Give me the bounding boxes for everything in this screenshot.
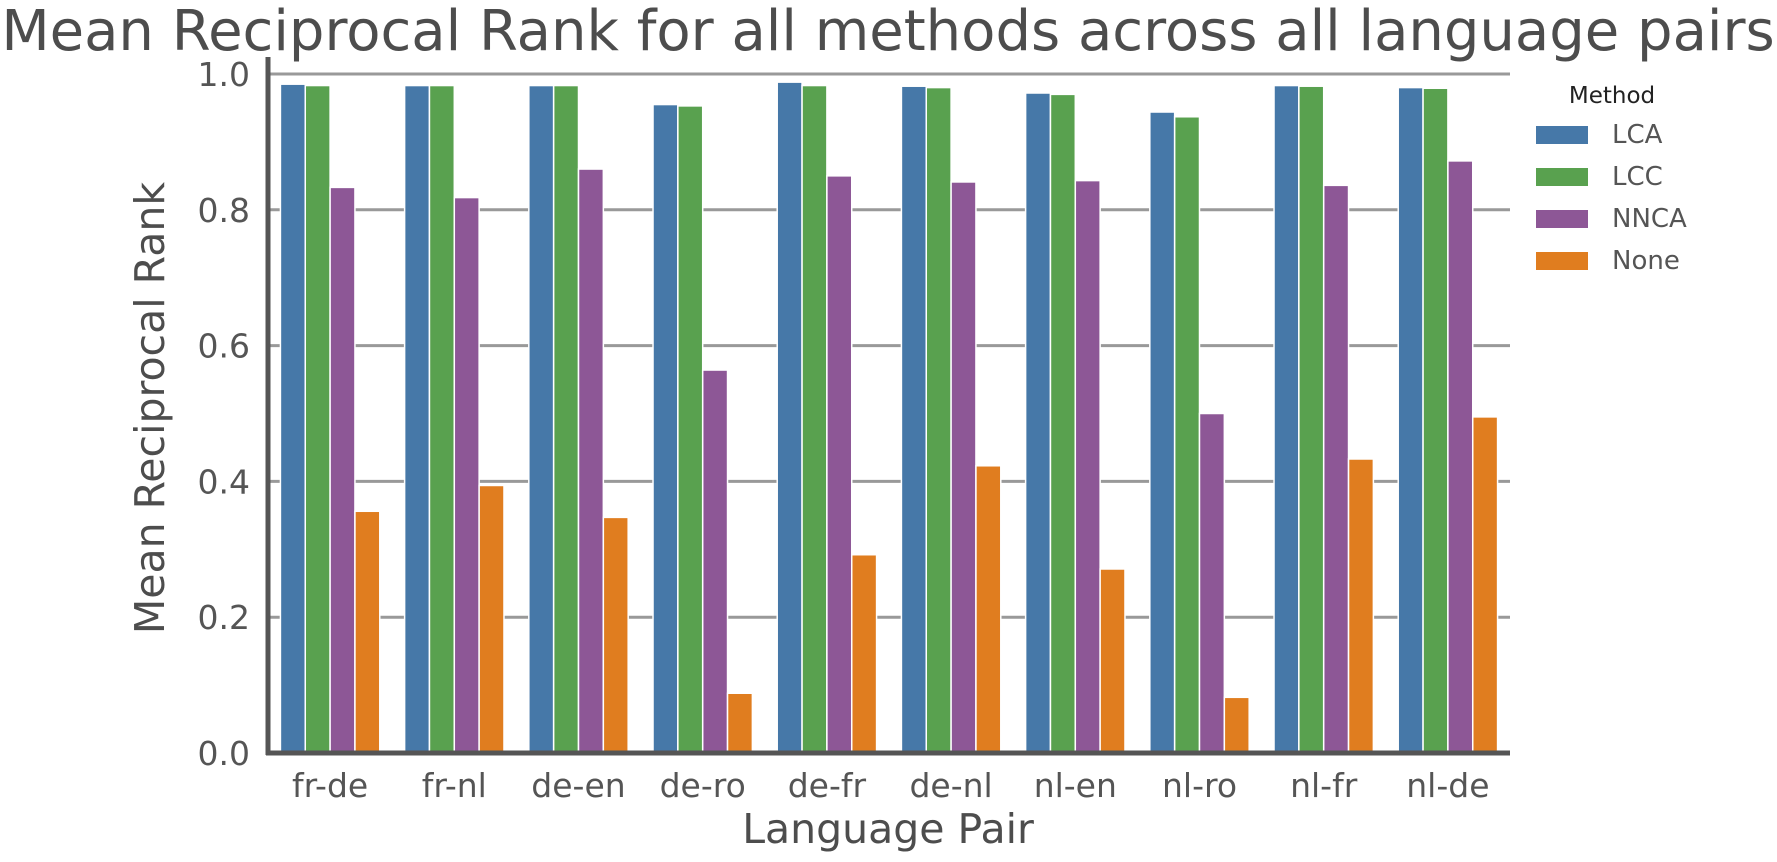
y-axis-label: Mean Reciprocal Rank [126,182,174,634]
bar-nnca-nl-en [1074,179,1101,754]
bar-none-de-ro [726,692,754,754]
x-tick-label: fr-nl [422,766,487,805]
legend-swatch [1536,210,1588,228]
bar-lca-nl-fr [1273,84,1300,754]
bar-nnca-fr-nl [453,196,480,754]
y-tick-label: 0.6 [198,327,250,366]
bar-lcc-de-en [552,84,580,754]
legend-label: LCA [1612,120,1663,150]
legend-item-nnca: NNCA [1536,204,1687,234]
bar-lca-fr-nl [403,84,431,754]
legend-item-lcc: LCC [1536,162,1663,192]
bar-none-nl-en [1099,568,1126,754]
bar-nnca-nl-de [1447,160,1474,754]
legend-item-lca: LCA [1536,120,1663,150]
legend-item-none: None [1536,246,1680,276]
bar-lcc-de-fr [801,84,828,754]
bar-none-nl-de [1471,416,1499,754]
x-tick-label: de-ro [660,766,746,805]
bar-lcc-de-nl [925,86,952,754]
y-tick-label: 0.8 [198,191,250,230]
bar-lcc-nl-ro [1173,116,1201,754]
bar-lca-nl-de [1397,86,1424,754]
y-tick-label: 0.2 [198,598,250,637]
bar-nnca-nl-fr [1322,184,1350,754]
bar-lca-de-fr [776,81,803,754]
bar-lca-nl-en [1024,92,1052,754]
legend-swatch [1536,252,1588,270]
bar-lca-fr-de [279,83,307,754]
legend-label: None [1612,246,1680,276]
chart-title: Mean Reciprocal Rank for all methods acr… [1,0,1774,64]
legend-swatch [1536,168,1588,186]
bar-none-fr-de [354,510,381,754]
bar-lcc-nl-en [1049,93,1077,754]
bar-lca-de-en [528,84,555,754]
bar-nnca-de-nl [950,181,977,754]
bar-none-nl-fr [1347,458,1375,754]
x-tick-label: fr-de [292,766,368,805]
y-tick-label: 0.0 [198,734,250,773]
legend: Method LCA LCC NNCA None [1536,83,1687,276]
x-tick-label: nl-ro [1162,766,1237,805]
bar-lcc-de-ro [677,105,704,754]
bar-nnca-de-en [577,168,605,754]
bar-none-de-fr [850,553,878,754]
bar-none-nl-ro [1223,696,1250,754]
bars [279,81,1499,754]
x-tick-label: de-fr [788,766,867,805]
bar-nnca-nl-ro [1198,412,1226,754]
bar-lcc-fr-de [304,84,331,754]
x-tick-label: de-nl [909,766,992,805]
bar-lcc-nl-fr [1298,85,1325,754]
bar-none-de-en [602,516,629,754]
bar-nnca-fr-de [329,186,356,754]
x-tick-label: nl-fr [1290,766,1358,805]
axes [265,57,1510,756]
bar-none-fr-nl [478,484,505,754]
x-tick-label: nl-en [1034,766,1117,805]
legend-swatch [1536,126,1588,144]
x-tick-label: nl-de [1406,766,1489,805]
y-tick-label: 0.4 [198,462,250,501]
bar-nnca-de-ro [701,369,729,754]
bar-lcc-fr-nl [428,84,456,754]
legend-title: Method [1569,83,1655,109]
bar-lca-de-nl [900,85,928,754]
legend-label: LCC [1612,162,1663,192]
tick-labels: 0.0 0.2 0.4 0.6 0.8 1.0 fr-de fr-nl de-en de-ro de… [198,55,1490,805]
x-tick-label: de-en [531,766,625,805]
y-tick-label: 1.0 [198,55,250,94]
bar-nnca-de-fr [826,175,853,754]
bar-lca-nl-ro [1149,111,1176,754]
legend-label: NNCA [1612,204,1687,234]
bar-lca-de-ro [652,103,679,754]
bar-none-de-nl [975,465,1002,754]
x-axis-label: Language Pair [742,805,1034,853]
bar-lcc-nl-de [1422,87,1449,754]
